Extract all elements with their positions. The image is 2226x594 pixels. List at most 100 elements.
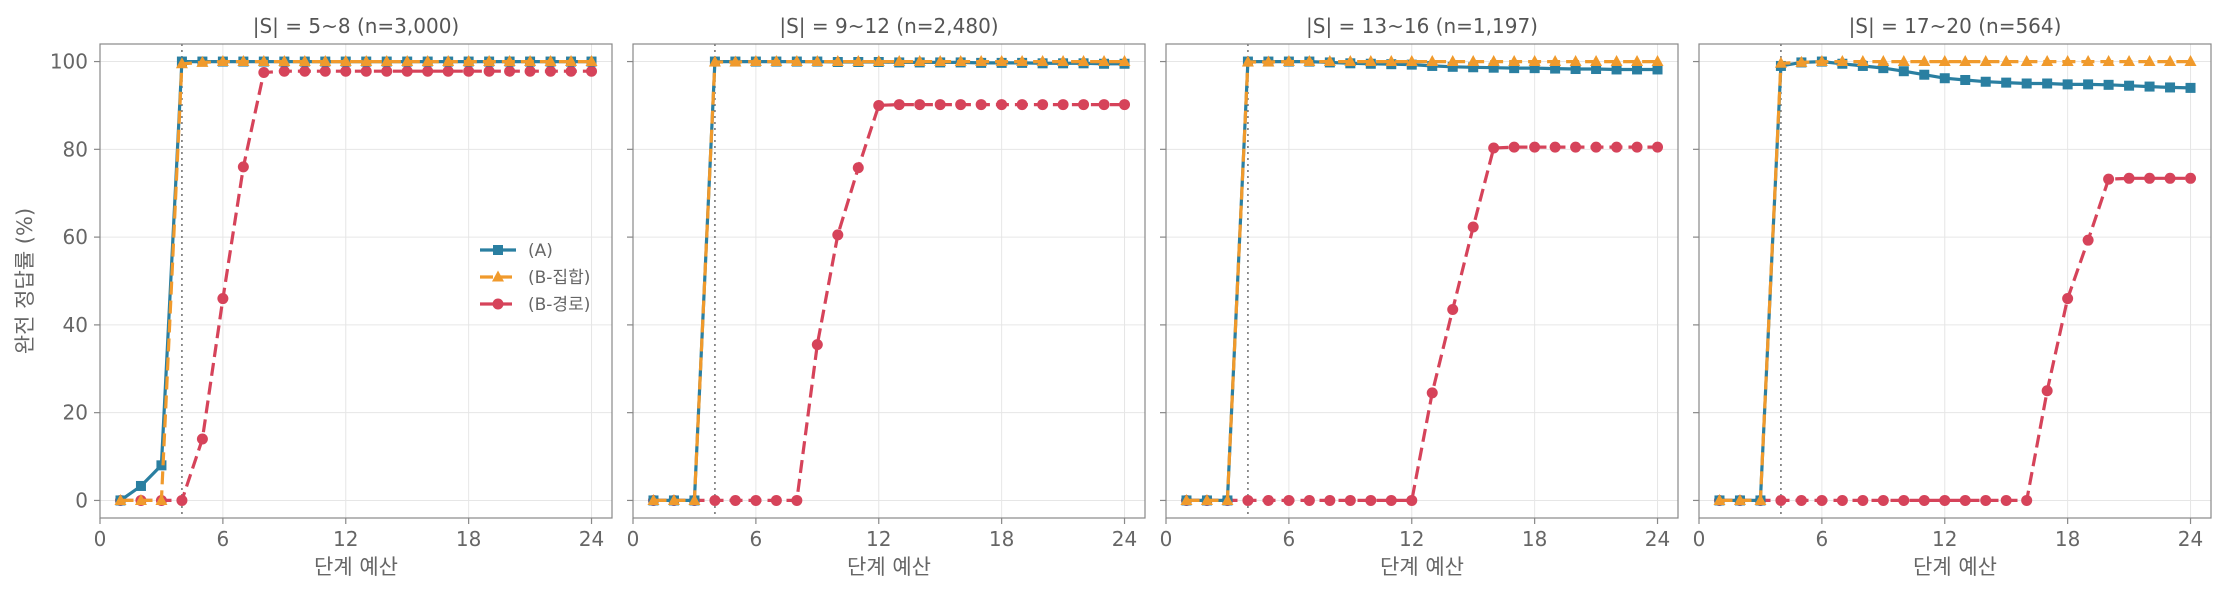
data-point <box>258 67 270 79</box>
data-point <box>2062 293 2074 305</box>
y-tick-label: 80 <box>63 137 88 161</box>
data-point <box>2041 55 2054 67</box>
data-point <box>1918 55 1931 67</box>
data-point <box>1385 494 1397 506</box>
data-point <box>1098 55 1111 67</box>
data-point <box>688 493 701 505</box>
plot-frame <box>99 43 613 519</box>
chart-panel-4: 0 6 12 18 24 |S| = 17~20 (n=564) 단계 예산 <box>1693 14 2212 579</box>
data-point <box>1898 66 1909 77</box>
data-point <box>257 55 270 67</box>
x-tick-label: 6 <box>1283 527 1296 551</box>
y-tick-label: 0 <box>75 488 88 512</box>
data-point <box>1468 62 1479 73</box>
data-point <box>2102 55 2115 67</box>
data-point <box>463 65 475 77</box>
data-point <box>1754 493 1767 505</box>
chart-panel-3: 0 6 12 18 24 |S| = 13~16 (n=1,197) 단계 예산 <box>1160 14 1679 579</box>
legend-marker <box>492 298 504 310</box>
data-point <box>1119 99 1131 111</box>
data-point <box>1242 494 1254 506</box>
data-point <box>1077 55 1090 67</box>
data-point <box>1939 73 1950 84</box>
data-point <box>2184 55 2197 67</box>
series-line <box>1186 59 1658 502</box>
series-b-path <box>1713 172 2197 506</box>
data-point <box>1836 55 1849 67</box>
data-point <box>1795 494 1807 506</box>
data-point <box>1590 141 1602 153</box>
data-point <box>749 55 762 67</box>
data-point <box>647 493 660 505</box>
data-point <box>544 55 557 67</box>
data-point <box>1200 493 1213 505</box>
data-point <box>196 55 209 67</box>
data-point <box>790 55 803 67</box>
data-point <box>1426 387 1438 399</box>
panel-title: |S| = 9~12 (n=2,480) <box>779 14 998 38</box>
data-point <box>1980 494 1992 506</box>
data-point <box>1570 141 1582 153</box>
data-point <box>1611 64 1622 75</box>
data-point <box>175 57 188 69</box>
x-tick-label: 6 <box>1816 527 1829 551</box>
data-point <box>1897 55 1910 67</box>
data-point <box>1836 494 1848 506</box>
data-point <box>360 55 373 67</box>
y-tick-label: 100 <box>50 50 88 74</box>
data-point <box>1118 55 1131 67</box>
series-line <box>1719 59 2191 502</box>
x-tick-label: 18 <box>989 527 1014 551</box>
data-point <box>954 55 967 67</box>
data-point <box>1959 494 1971 506</box>
data-point <box>1447 61 1458 72</box>
data-point <box>237 55 250 67</box>
data-point <box>1528 55 1541 67</box>
data-point <box>1016 99 1028 111</box>
x-tick-label: 24 <box>1645 527 1670 551</box>
data-point <box>811 339 823 351</box>
data-point <box>1774 56 1787 68</box>
chart-panel-1: 0 6 12 18 24 0 20 40 60 80 100 |S| = 5~8 (n=3,000) 단… <box>50 14 613 579</box>
data-point <box>893 55 906 67</box>
data-point <box>2164 55 2177 67</box>
x-tick-label: 24 <box>1112 527 1137 551</box>
x-tick-label: 12 <box>333 527 358 551</box>
data-point <box>1815 55 1828 67</box>
panel-title: |S| = 17~20 (n=564) <box>1849 14 2062 38</box>
data-point <box>1591 64 1602 75</box>
data-point <box>709 494 721 506</box>
x-tick-label: 0 <box>1160 527 1173 551</box>
data-point <box>2042 78 2053 89</box>
series-b-set <box>647 55 1131 505</box>
x-tick-label: 0 <box>94 527 107 551</box>
series-line <box>120 59 592 502</box>
data-point <box>2083 79 2094 90</box>
data-point <box>1180 493 1193 505</box>
data-point <box>298 55 311 67</box>
data-point <box>955 99 967 111</box>
data-point <box>1262 55 1275 67</box>
data-point <box>852 162 864 174</box>
y-axis-title: 완전 정답률 (%) <box>13 208 37 354</box>
x-axis-title: 단계 예산 <box>314 555 398 579</box>
data-point <box>237 161 249 173</box>
data-point <box>1057 99 1069 111</box>
data-point <box>1508 55 1521 67</box>
data-point <box>278 65 290 77</box>
data-point <box>1939 494 1951 506</box>
data-point <box>1057 55 1070 67</box>
data-point <box>483 55 496 67</box>
data-point <box>1877 494 1889 506</box>
data-point <box>585 55 598 67</box>
data-point <box>1979 55 1992 67</box>
series-b-set <box>114 55 598 505</box>
data-point <box>1262 494 1274 506</box>
data-point <box>1282 55 1295 67</box>
data-point <box>1816 494 1828 506</box>
data-point <box>299 65 311 77</box>
data-point <box>1733 493 1746 505</box>
data-point <box>1446 55 1459 67</box>
data-point <box>2123 55 2136 67</box>
